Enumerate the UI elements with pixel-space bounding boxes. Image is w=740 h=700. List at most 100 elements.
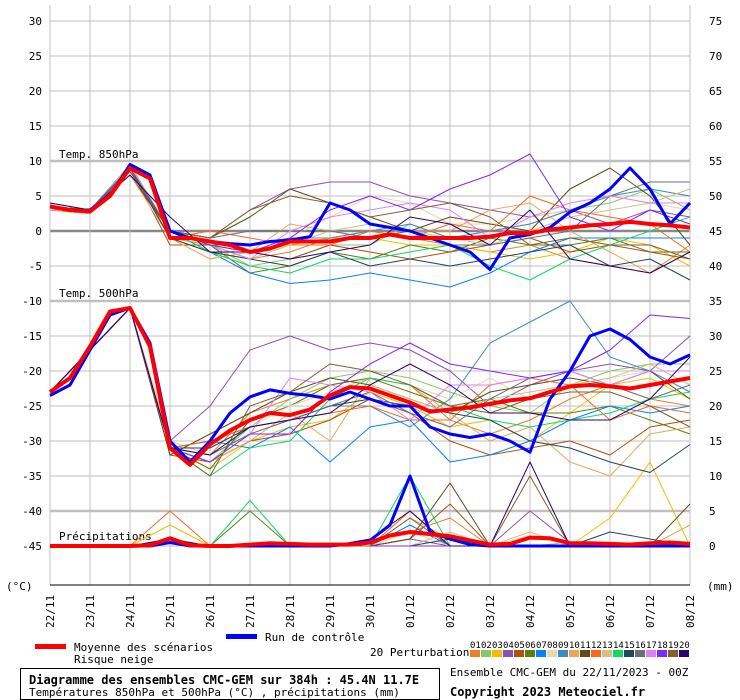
- mean-t500-line: [48, 306, 691, 467]
- y-tick-label-right: 65: [709, 85, 722, 98]
- x-tick-label: 05/12: [564, 595, 577, 628]
- y-tick-label-right: 25: [709, 365, 722, 378]
- perturbation-swatch: [481, 650, 491, 657]
- y-tick-label-right: 5: [709, 505, 716, 518]
- mean-t850-line: [49, 166, 691, 254]
- y-tick-label-right: 0: [709, 540, 716, 553]
- perturbation-18-t850-line: [49, 153, 691, 253]
- y-tick-label-left: 0: [35, 225, 42, 238]
- copyright: Copyright 2023 Meteociel.fr: [450, 685, 645, 699]
- x-tick-label: 04/12: [524, 595, 537, 628]
- legend-control-swatch: [226, 634, 257, 639]
- perturbation-id-label: 09: [558, 641, 569, 651]
- x-tick-label: 28/11: [284, 595, 297, 628]
- y-tick-label-left: -30: [22, 435, 42, 448]
- right-unit-label: (mm): [707, 580, 734, 593]
- perturbation-swatch: [503, 650, 513, 657]
- x-tick-label: 26/11: [204, 595, 217, 628]
- perturbation-swatch: [536, 650, 546, 657]
- y-tick-label-right: 15: [709, 435, 722, 448]
- y-tick-label-left: -10: [22, 295, 42, 308]
- perturbation-id-label: 20: [679, 641, 690, 651]
- perturbation-20-t500-line: [49, 307, 691, 456]
- panel-label-t850: Temp. 850hPa: [59, 148, 138, 161]
- perturbation-15-t850-line: [49, 167, 691, 281]
- perturbation-swatch: [602, 650, 612, 657]
- x-tick-label: 01/12: [404, 595, 417, 628]
- perturbation-05-t850-line: [49, 167, 691, 260]
- perturbation-id-label: 16: [635, 641, 646, 651]
- y-tick-label-left: 5: [35, 190, 42, 203]
- y-tick-label-left: 20: [29, 85, 42, 98]
- perturbation-id-label: 17: [646, 641, 657, 651]
- perturbation-id-label: 11: [580, 641, 591, 651]
- perturbation-swatch: [492, 650, 502, 657]
- legend-perturbations-label: 20 Perturbations: [370, 646, 476, 659]
- perturbation-id-label: 03: [492, 641, 503, 651]
- y-tick-label-left: -45: [22, 540, 42, 553]
- x-tick-label: 25/11: [164, 595, 177, 628]
- perturbation-id-label: 07: [536, 641, 547, 651]
- perturbation-swatch: [613, 650, 623, 657]
- y-tick-label-right: 45: [709, 225, 722, 238]
- perturbation-id-label: 08: [547, 641, 558, 651]
- perturbation-swatch: [646, 650, 656, 657]
- perturbation-swatch: [558, 650, 568, 657]
- legend-control-label: Run de contrôle: [265, 631, 364, 644]
- perturbation-id-label: 10: [569, 641, 580, 651]
- footer-title: Diagramme des ensembles CMC-GEM sur 384h…: [29, 673, 419, 687]
- y-tick-label-right: 75: [709, 15, 722, 28]
- panel-label-t500: Temp. 500hPa: [59, 287, 138, 300]
- y-tick-label-right: 60: [709, 120, 722, 133]
- perturbation-id-label: 15: [624, 641, 635, 651]
- perturbation-id-label: 19: [668, 641, 679, 651]
- left-unit-label: (°C): [6, 580, 33, 593]
- y-tick-label-right: 20: [709, 400, 722, 413]
- panel-label-precip: Précipitations: [59, 530, 152, 543]
- x-tick-label: 06/12: [604, 595, 617, 628]
- legend-mean-label: Moyenne des scénarios: [74, 641, 213, 654]
- perturbation-swatch: [679, 650, 689, 657]
- perturbation-swatch: [624, 650, 634, 657]
- x-tick-label: 27/11: [244, 595, 257, 628]
- perturbation-id-label: 12: [591, 641, 602, 651]
- y-tick-label-right: 35: [709, 295, 722, 308]
- y-tick-label-right: 70: [709, 50, 722, 63]
- perturbation-id-label: 06: [525, 641, 536, 651]
- perturbation-id-label: 13: [602, 641, 613, 651]
- legend-snow-label: Risque neige: [74, 653, 153, 666]
- x-tick-label: 02/12: [444, 595, 457, 628]
- perturbation-swatch: [591, 650, 601, 657]
- footer-subtitle: Températures 850hPa et 500hPa (°C) , pré…: [29, 686, 400, 699]
- run-info: Ensemble CMC-GEM du 22/11/2023 - 00Z: [450, 666, 689, 679]
- y-tick-label-left: -25: [22, 400, 42, 413]
- axis-ticks: 22/11 23/11 24/11 25/11 26/11 27/11 28/11 29/11…: [22, 15, 722, 628]
- perturbation-swatch: [470, 650, 480, 657]
- perturbation-id-label: 04: [503, 641, 514, 651]
- perturbation-id-label: 05: [514, 641, 525, 651]
- y-tick-label-right: 55: [709, 155, 722, 168]
- y-tick-label-right: 40: [709, 260, 722, 273]
- x-tick-label: 23/11: [84, 595, 97, 628]
- perturbation-swatch: [580, 650, 590, 657]
- perturbation-swatch: [547, 650, 557, 657]
- series-layer: [48, 153, 692, 548]
- perturbation-id-label: 14: [613, 641, 624, 651]
- y-tick-label-left: -5: [29, 260, 42, 273]
- perturbation-id-label: 01: [470, 641, 481, 651]
- y-tick-label-left: 10: [29, 155, 42, 168]
- perturbation-swatch: [514, 650, 524, 657]
- x-tick-label: 30/11: [364, 595, 377, 628]
- perturbation-id-label: 02: [481, 641, 492, 651]
- x-tick-label: 03/12: [484, 595, 497, 628]
- perturbation-swatch: [569, 650, 579, 657]
- perturbation-swatch: [668, 650, 678, 657]
- y-tick-label-left: -20: [22, 365, 42, 378]
- grid: [49, 5, 691, 586]
- y-tick-label-right: 10: [709, 470, 722, 483]
- y-tick-label-left: -15: [22, 330, 42, 343]
- mean-precip-line: [50, 530, 691, 548]
- y-tick-label-left: -40: [22, 505, 42, 518]
- y-tick-label-left: 25: [29, 50, 42, 63]
